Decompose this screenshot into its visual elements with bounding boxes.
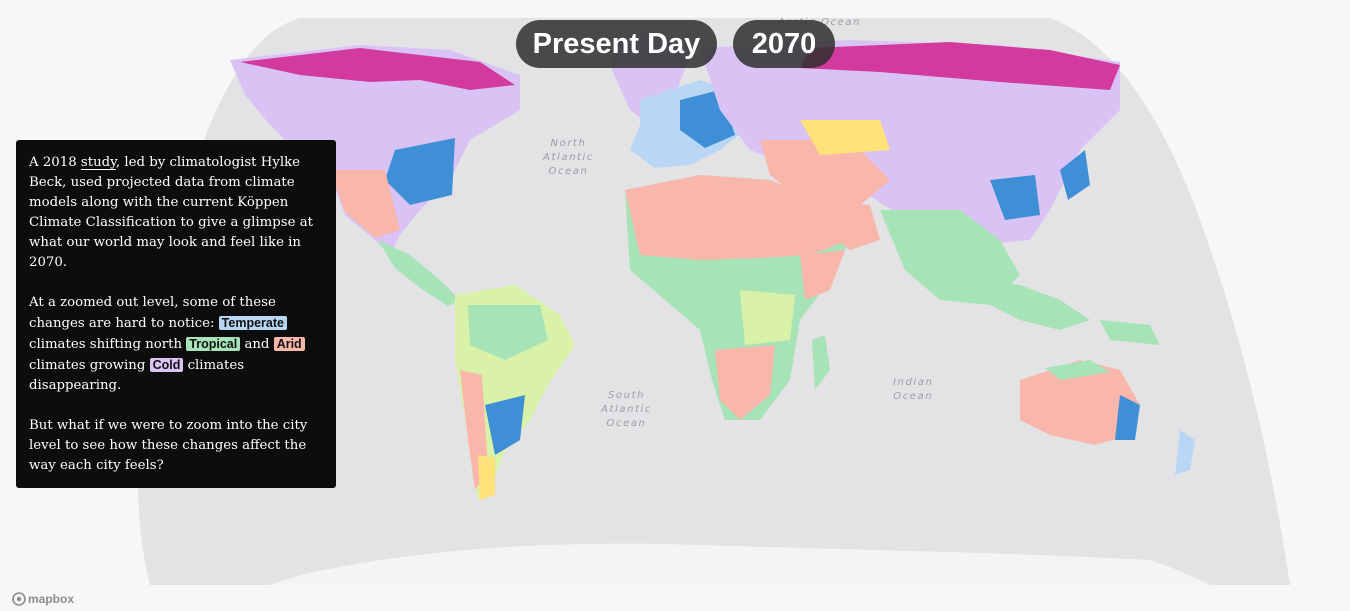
ocean-label-line: Ocean <box>548 166 589 177</box>
story-panel: A 2018 study, led by climatologist Hylke… <box>16 140 336 488</box>
indian-ocean-label: Indian Ocean <box>893 376 933 404</box>
north-america-temperate <box>385 138 455 205</box>
temperate-tag: Temperate <box>218 316 287 330</box>
southern-africa-savanna <box>740 290 795 345</box>
central-america <box>378 240 460 306</box>
mapbox-label: mapbox <box>28 592 75 606</box>
south-america-tropical <box>468 305 548 360</box>
australia <box>1020 360 1140 445</box>
ocean-label-line: Indian <box>893 377 934 388</box>
arabian-arid <box>820 200 880 250</box>
intro-paragraph: A 2018 study, led by climatologist Hylke… <box>29 153 323 273</box>
horn-of-africa <box>800 250 845 300</box>
ocean-label-line: Ocean <box>893 391 934 402</box>
central-asia-arid <box>760 140 890 205</box>
australia-north-tropical <box>1045 360 1110 380</box>
mapbox-attribution[interactable]: mapbox <box>12 592 74 606</box>
south-america-temperate <box>485 395 525 455</box>
mongolia-steppe <box>800 120 890 155</box>
australia-east-temperate <box>1115 395 1140 440</box>
changes-paragraph: At a zoomed out level, some of these cha… <box>29 293 323 396</box>
changes-text: climates shifting north <box>29 337 187 352</box>
north-america-landmass <box>230 45 520 255</box>
present-day-button[interactable]: Present Day <box>516 20 717 68</box>
east-asia-temperate <box>990 175 1040 220</box>
year-2070-button[interactable]: 2070 <box>733 20 835 68</box>
north-america-polar <box>240 48 515 90</box>
south-america-patagonia <box>478 455 495 500</box>
ocean-label-line: North <box>550 138 587 149</box>
sahara <box>625 175 850 260</box>
south-atlantic-ocean-label: South Atlantic Ocean <box>601 389 652 431</box>
mapbox-icon <box>12 592 26 606</box>
changes-text: climates growing <box>29 358 150 373</box>
intro-text-continued: , led by climatologist Hylke Beck, used … <box>29 155 313 270</box>
question-paragraph: But what if we were to zoom into the cit… <box>29 418 308 473</box>
new-guinea <box>1100 320 1160 345</box>
new-zealand <box>1175 430 1195 475</box>
intro-text: A 2018 <box>29 155 81 170</box>
north-america-west-arid <box>330 170 400 238</box>
southern-africa-arid <box>715 345 775 420</box>
ocean-label-line: Atlantic <box>601 404 653 415</box>
ocean-label-line: South <box>607 390 646 401</box>
japan <box>1060 150 1090 200</box>
tropical-tag: Tropical <box>186 337 241 351</box>
study-link[interactable]: study <box>80 155 116 170</box>
antarctica <box>270 543 1210 585</box>
madagascar <box>812 335 830 390</box>
north-atlantic-ocean-label: North Atlantic Ocean <box>543 137 594 179</box>
ocean-label-line: Atlantic <box>543 152 595 163</box>
changes-text: At a zoomed out level, some of these cha… <box>29 295 276 331</box>
southeast-asia <box>980 280 1090 330</box>
changes-text: climates disappearing. <box>29 358 245 393</box>
changes-text: and <box>240 337 274 352</box>
siberia-polar <box>800 42 1120 90</box>
cold-tag: Cold <box>149 358 184 372</box>
arid-tag: Arid <box>273 337 305 351</box>
ocean-label-line: Ocean <box>606 418 647 429</box>
